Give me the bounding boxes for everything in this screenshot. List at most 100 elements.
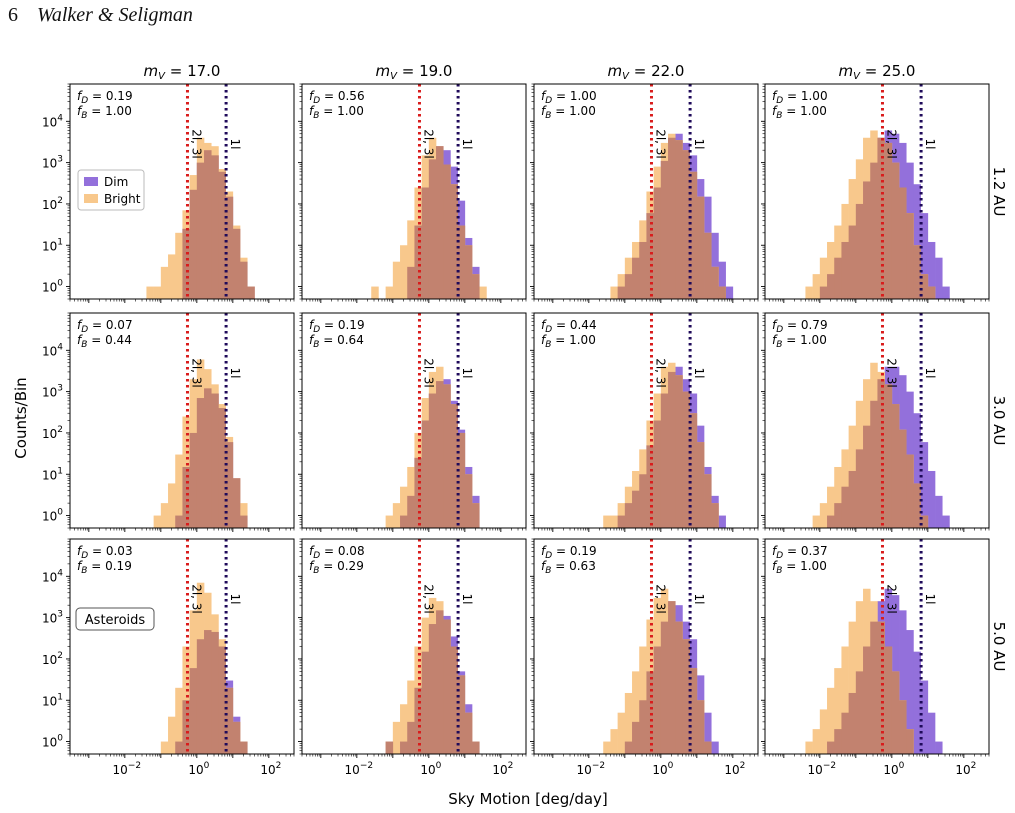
overlap-bar [472,274,480,299]
overlap-bar [639,700,647,754]
bright-bar [160,266,169,299]
overlap-bar [711,503,719,528]
panel-plot-area [805,539,943,754]
overlap-bar [464,245,473,299]
figure-ylabel: Counts/Bin [12,377,30,458]
overlap-bar [450,646,458,754]
running-head-authors: Walker & Seligman [37,4,193,26]
bright-bar [400,704,408,754]
bright-bar [819,709,828,754]
bright-bar [153,286,162,299]
y-tick-label: 104 [42,342,63,358]
y-tick-label: 104 [42,113,63,129]
vertical-line-label: 2l, 3l [653,358,667,388]
overlap-bar [927,286,936,299]
y-tick-label: 103 [42,155,63,171]
overlap-bar [443,619,451,754]
dim-bar [913,184,921,299]
bright-bar [834,668,842,754]
overlap-bar [891,162,900,299]
bright-bar [160,741,169,754]
overlap-bar [711,266,719,299]
overlap-bar [834,503,842,528]
overlap-bar [617,286,626,299]
bright-bar [175,687,183,754]
vertical-line-label: 2l, 3l [653,129,667,159]
overlap-bar [457,225,466,299]
overlap-bar [385,741,394,754]
x-tick-label: 102 [955,761,976,777]
panel-plot-area [371,84,487,299]
overlap-bar [906,454,914,528]
stat-fB: fB = 0.44 [77,333,132,350]
bright-bar [834,466,842,528]
row-title: 1.2 AU [990,167,1008,217]
overlap-bar [675,621,683,754]
bright-bar [392,721,401,754]
overlap-bar [624,503,633,528]
stat-fB: fB = 1.00 [77,104,132,121]
overlap-bar [225,687,234,754]
overlap-bar [668,601,676,754]
overlap-bar [189,189,198,299]
overlap-bar [175,515,183,528]
bright-bar [610,515,618,528]
dim-bar [927,241,936,299]
overlap-bar [189,668,198,754]
overlap-bar [182,228,190,299]
bright-bar [819,257,828,299]
overlap-bar [421,420,430,528]
bright-bar [407,680,415,754]
overlap-bar [913,245,921,299]
bright-bar [160,503,169,528]
overlap-bar [400,741,408,754]
bright-bar [371,286,379,299]
overlap-bar [218,171,226,299]
bright-bar [392,503,401,528]
overlap-bar [457,675,466,754]
overlap-bar [218,646,226,754]
overlap-bar [421,651,430,754]
stat-fD: fD = 1.00 [541,89,597,106]
overlap-bar [182,466,190,528]
overlap-bar [639,241,647,299]
overlap-bar [891,404,900,528]
overlap-bar [920,274,929,299]
vertical-line-label: 1l [923,139,937,150]
dim-bar [927,712,936,754]
dim-bar [906,630,914,754]
overlap-bar [848,692,857,754]
bright-bar [407,220,415,299]
dim-bar [704,712,712,754]
dim-bar [942,286,950,299]
overlap-bar [704,474,712,528]
overlap-bar [407,266,415,299]
overlap-bar [646,671,654,754]
overlap-bar [421,187,430,299]
overlap-bar [891,671,900,754]
overlap-bar [414,225,422,299]
stat-fD: fD = 0.56 [309,89,365,106]
overlap-bar [827,274,835,299]
overlap-bar [436,381,444,528]
bright-bar [610,286,618,299]
overlap-bar [884,646,893,754]
overlap-bar [870,400,878,528]
bright-bar [812,515,821,528]
overlap-bar [877,621,885,754]
bright-bar [400,245,408,299]
dim-bar [927,470,936,528]
column-title: mV = 17.0 [144,62,221,82]
panel-plot-area [385,539,480,754]
x-tick-label: 10−2 [577,761,606,777]
overlap-bar [913,483,921,528]
vertical-line-label: 1l [923,368,937,379]
